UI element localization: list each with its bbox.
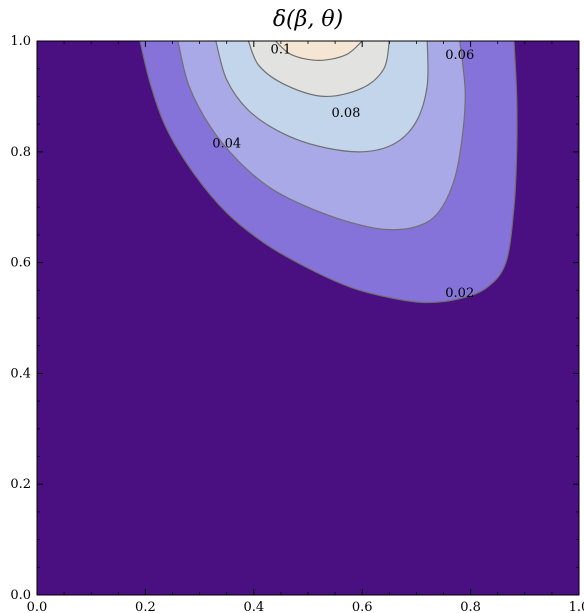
contour-label: 0.06 <box>445 48 474 63</box>
chart-title: δ(β, θ) <box>273 7 343 32</box>
x-tick-label: 0.8 <box>460 600 481 613</box>
contour-region-0.08 <box>248 41 390 97</box>
y-tick-label: 0.0 <box>10 588 31 603</box>
contour-region-0.1 <box>275 41 363 61</box>
y-tick-label: 0.8 <box>10 145 31 160</box>
contour-line-0.1 <box>275 40 363 61</box>
axis-ticks: 0.0 0.2 0.4 0.6 0.8 1.0 0.0 0.2 0.4 0.6 0.8 1.0 <box>10 34 584 613</box>
y-tick-label: 0.2 <box>10 477 31 492</box>
y-tick-label: 0.4 <box>10 366 31 381</box>
contour-label: 0.08 <box>331 106 360 121</box>
contour-line-0.08 <box>247 40 390 98</box>
x-tick-label: 0.2 <box>135 600 156 613</box>
x-tick-label: 0.6 <box>352 600 373 613</box>
contour-lines <box>139 40 518 304</box>
contour-fills <box>37 41 579 595</box>
contour-line-0.06 <box>215 40 429 153</box>
y-tick-label: 1.0 <box>10 34 31 49</box>
contour-label: 0.1 <box>271 42 292 57</box>
contour-line-0.04 <box>177 40 466 231</box>
x-tick-label: 0.0 <box>27 600 48 613</box>
y-tick-label: 0.6 <box>10 256 31 271</box>
contour-label: 0.04 <box>212 136 241 151</box>
contour-line-0.02 <box>139 40 518 304</box>
contour-labels: 0.1 0.06 0.08 0.04 0.02 <box>212 42 474 301</box>
contour-label: 0.02 <box>445 286 474 301</box>
x-tick-label: 0.4 <box>243 600 264 613</box>
x-tick-label: 1.0 <box>569 600 584 613</box>
